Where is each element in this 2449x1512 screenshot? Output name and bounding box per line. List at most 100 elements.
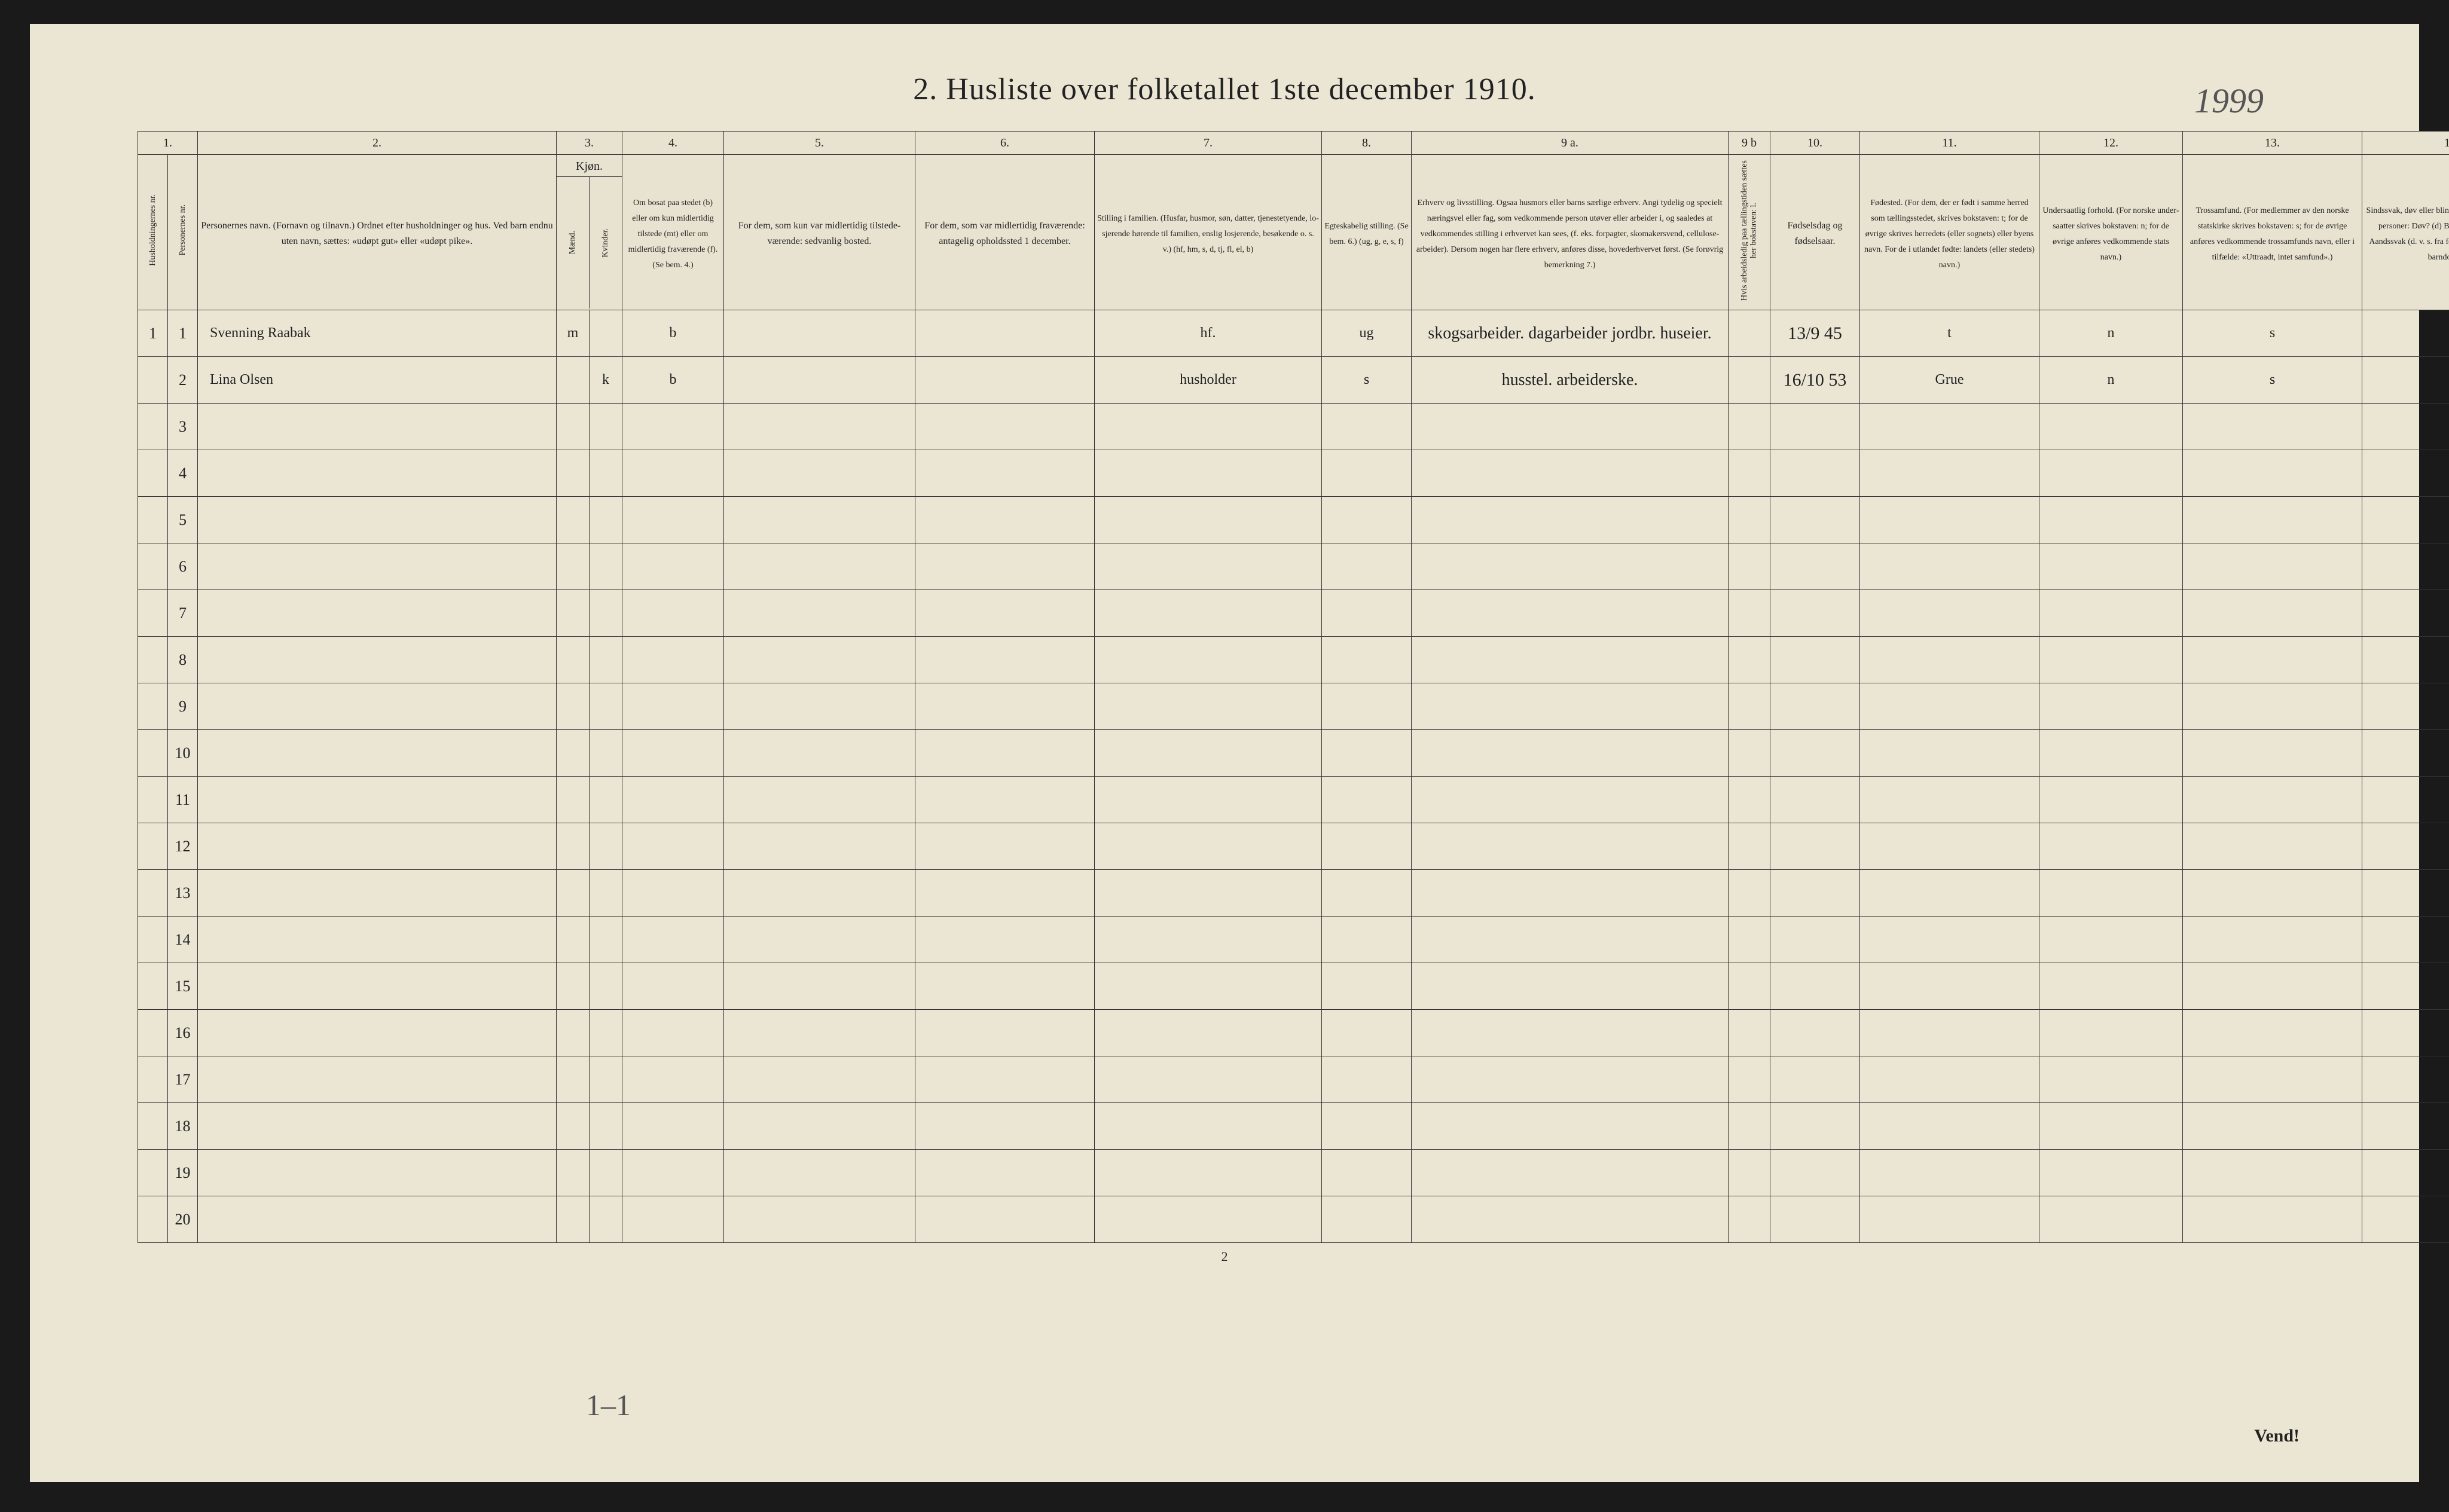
cell-empty (2183, 963, 2362, 1010)
cell-empty (1770, 777, 1860, 823)
cell-empty (2362, 963, 2449, 1010)
cell-empty (590, 1150, 622, 1196)
cell-empty (1860, 1056, 2039, 1103)
cell-empty (724, 917, 915, 963)
table-row: 20 (138, 1196, 2449, 1243)
table-row: 9 (138, 683, 2449, 730)
cell-empty (2183, 683, 2362, 730)
cell-empty (2039, 637, 2183, 683)
cell-empty (1412, 730, 1729, 777)
cell-empty (1860, 404, 2039, 450)
cell-empty (198, 590, 557, 637)
cell-hushold (138, 357, 168, 404)
colnum-14: 14. (2362, 132, 2449, 155)
table-row: 11 (138, 777, 2449, 823)
cell-empty (1322, 590, 1412, 637)
cell-empty (1770, 1010, 1860, 1056)
cell-empty (590, 777, 622, 823)
cell-empty (724, 1150, 915, 1196)
cell-empty (198, 404, 557, 450)
cell-under: n (2039, 310, 2183, 357)
cell-empty (724, 1010, 915, 1056)
cell-empty (915, 917, 1095, 963)
cell-empty (724, 870, 915, 917)
header-hushold-label: Husholdningernes nr. (148, 194, 157, 266)
cell-empty (1322, 450, 1412, 497)
cell-empty (1770, 730, 1860, 777)
table-row: 2Lina Olsenkbhusholdershusstel. arbeider… (138, 357, 2449, 404)
cell-empty (1095, 1056, 1322, 1103)
cell-hushold (138, 404, 168, 450)
cell-empty (2183, 730, 2362, 777)
colnum-9a: 9 a. (1412, 132, 1729, 155)
cell-empty (198, 917, 557, 963)
cell-empty (2183, 870, 2362, 917)
page-number: 2 (138, 1249, 2311, 1264)
cell-empty (1729, 404, 1770, 450)
cell-pnr: 12 (168, 823, 198, 870)
cell-empty (1095, 543, 1322, 590)
cell-empty (915, 1196, 1095, 1243)
cell-empty (590, 730, 622, 777)
cell-empty (622, 497, 724, 543)
cell-empty (2039, 404, 2183, 450)
cell-empty (622, 917, 724, 963)
cell-empty (2183, 1010, 2362, 1056)
header-arbeidsledig-label: Hvis arbeids­ledig paa tællings­tiden sæ… (1740, 157, 1758, 304)
cell-empty (2183, 637, 2362, 683)
cell-empty (2362, 404, 2449, 450)
census-table: 1. 2. 3. 4. 5. 6. 7. 8. 9 a. 9 b 10. 11.… (138, 131, 2449, 1243)
colnum-10: 10. (1770, 132, 1860, 155)
cell-empty (590, 404, 622, 450)
cell-empty (622, 683, 724, 730)
cell-empty (590, 497, 622, 543)
cell-empty (1095, 404, 1322, 450)
cell-fdato: 13/9 45 (1770, 310, 1860, 357)
colnum-4: 4. (622, 132, 724, 155)
cell-empty (198, 450, 557, 497)
cell-empty (1860, 730, 2039, 777)
cell-empty (198, 1103, 557, 1150)
cell-empty (2362, 590, 2449, 637)
cell-empty (1322, 917, 1412, 963)
cell-empty (1860, 870, 2039, 917)
cell-empty (2183, 1103, 2362, 1150)
cell-empty (1860, 823, 2039, 870)
cell-empty (1770, 543, 1860, 590)
cell-sex-m: m (557, 310, 590, 357)
cell-empty (2362, 637, 2449, 683)
cell-empty (1729, 543, 1770, 590)
table-header: 1. 2. 3. 4. 5. 6. 7. 8. 9 a. 9 b 10. 11.… (138, 132, 2449, 310)
cell-hushold (138, 590, 168, 637)
cell-empty (2039, 1150, 2183, 1196)
cell-erhverv: husstel. arbeiderske. (1412, 357, 1729, 404)
cell-empty (1095, 683, 1322, 730)
cell-sex-k (590, 310, 622, 357)
cell-empty (2362, 870, 2449, 917)
cell-empty (1095, 1010, 1322, 1056)
cell-empty (1770, 823, 1860, 870)
cell-empty (915, 1150, 1095, 1196)
cell-empty (1322, 404, 1412, 450)
cell-empty (557, 917, 590, 963)
cell-empty (724, 1196, 915, 1243)
cell-hushold (138, 777, 168, 823)
cell-empty (2183, 917, 2362, 963)
cell-empty (198, 1150, 557, 1196)
cell-empty (557, 963, 590, 1010)
cell-empty (1322, 823, 1412, 870)
cell-empty (915, 683, 1095, 730)
cell-empty (590, 1196, 622, 1243)
header-familie: Stilling i familien. (Husfar, husmor, sø… (1095, 155, 1322, 310)
cell-sind (2362, 310, 2449, 357)
colnum-12: 12. (2039, 132, 2183, 155)
document-title: 2. Husliste over folketallet 1ste decemb… (138, 72, 2311, 107)
cell-empty (1095, 1103, 1322, 1150)
cell-empty (724, 1056, 915, 1103)
header-familie-label: Stilling i familien. (Husfar, husmor, sø… (1097, 214, 1319, 254)
cell-empty (622, 1056, 724, 1103)
cell-pnr: 10 (168, 730, 198, 777)
cell-sex-m (557, 357, 590, 404)
cell-empty (915, 404, 1095, 450)
table-row: 4 (138, 450, 2449, 497)
